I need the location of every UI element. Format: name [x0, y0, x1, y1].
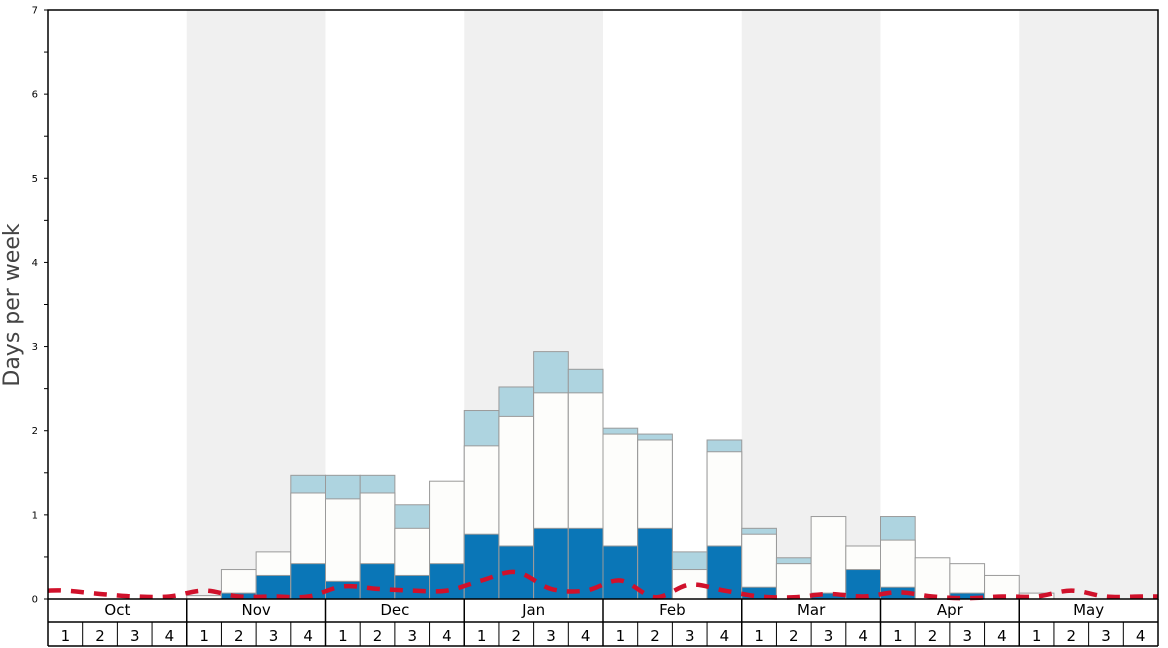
y-tick-label: 1 — [32, 510, 38, 521]
bar-layer — [186, 351, 1055, 600]
week-label: 2 — [373, 627, 383, 645]
bar-dark-8 — [290, 563, 326, 600]
week-label: 4 — [581, 627, 591, 645]
y-tick-label: 5 — [32, 174, 38, 185]
week-label: 4 — [165, 627, 175, 645]
month-label-nov: Nov — [241, 601, 270, 619]
week-label: 3 — [962, 627, 972, 645]
bar-white-22 — [775, 563, 812, 600]
month-label-jan: Jan — [521, 601, 545, 619]
y-tick-label: 6 — [32, 90, 38, 101]
bar-dark-17 — [602, 545, 639, 600]
week-label: 3 — [1101, 627, 1111, 645]
y-tick-label: 3 — [32, 342, 38, 353]
month-shade-mar — [741, 10, 881, 599]
week-label: 1 — [199, 627, 209, 645]
week-label: 4 — [1136, 627, 1146, 645]
week-label: 2 — [512, 627, 522, 645]
week-label: 4 — [720, 627, 730, 645]
month-shade-may — [1019, 10, 1158, 599]
week-label: 4 — [303, 627, 313, 645]
week-label: 3 — [824, 627, 834, 645]
week-label: 4 — [858, 627, 868, 645]
month-shading — [186, 10, 1158, 599]
week-label: 1 — [754, 627, 764, 645]
y-tick-label: 7 — [32, 6, 38, 17]
bar-dark-24 — [845, 569, 881, 600]
bar-dark-13 — [463, 533, 500, 600]
month-label-oct: Oct — [104, 601, 130, 619]
week-label: 3 — [685, 627, 695, 645]
week-label: 2 — [1067, 627, 1077, 645]
bar-white-23 — [810, 516, 847, 600]
week-label: 1 — [893, 627, 903, 645]
month-label-apr: Apr — [937, 601, 964, 619]
month-label-feb: Feb — [659, 601, 686, 619]
bar-dark-11 — [394, 574, 431, 600]
bar-white-26 — [914, 557, 951, 600]
week-label: 4 — [442, 627, 452, 645]
month-label-mar: Mar — [797, 601, 826, 619]
week-label: 2 — [789, 627, 799, 645]
x-axis: Oct Nov Dec Jan Feb Mar Apr May 1 2 3 4 1 2 3 4 1 2 3 4 1 2 3 4… — [47, 599, 1159, 647]
week-label: 3 — [269, 627, 279, 645]
week-label: 2 — [234, 627, 244, 645]
bar-dark-18 — [637, 527, 673, 600]
bar-dark-12 — [429, 563, 465, 600]
week-label: 2 — [95, 627, 105, 645]
week-label: 2 — [650, 627, 660, 645]
month-label-may: May — [1073, 601, 1104, 619]
bar-dark-10 — [359, 563, 396, 600]
week-label: 4 — [997, 627, 1007, 645]
y-tick-label: 0 — [32, 595, 38, 606]
week-label: 3 — [130, 627, 140, 645]
y-tick-label: 4 — [32, 258, 38, 269]
week-label: 1 — [338, 627, 348, 645]
week-label: 1 — [61, 627, 71, 645]
week-label: 3 — [546, 627, 556, 645]
month-label-dec: Dec — [380, 601, 409, 619]
y-axis: 0 1 2 3 4 5 6 7 — [32, 6, 48, 606]
week-label: 1 — [616, 627, 626, 645]
y-axis-label: Days per week — [0, 223, 25, 386]
week-label: 3 — [407, 627, 417, 645]
week-label: 1 — [477, 627, 487, 645]
week-label: 1 — [1032, 627, 1042, 645]
y-tick-label: 2 — [32, 426, 38, 437]
week-label: 2 — [928, 627, 938, 645]
